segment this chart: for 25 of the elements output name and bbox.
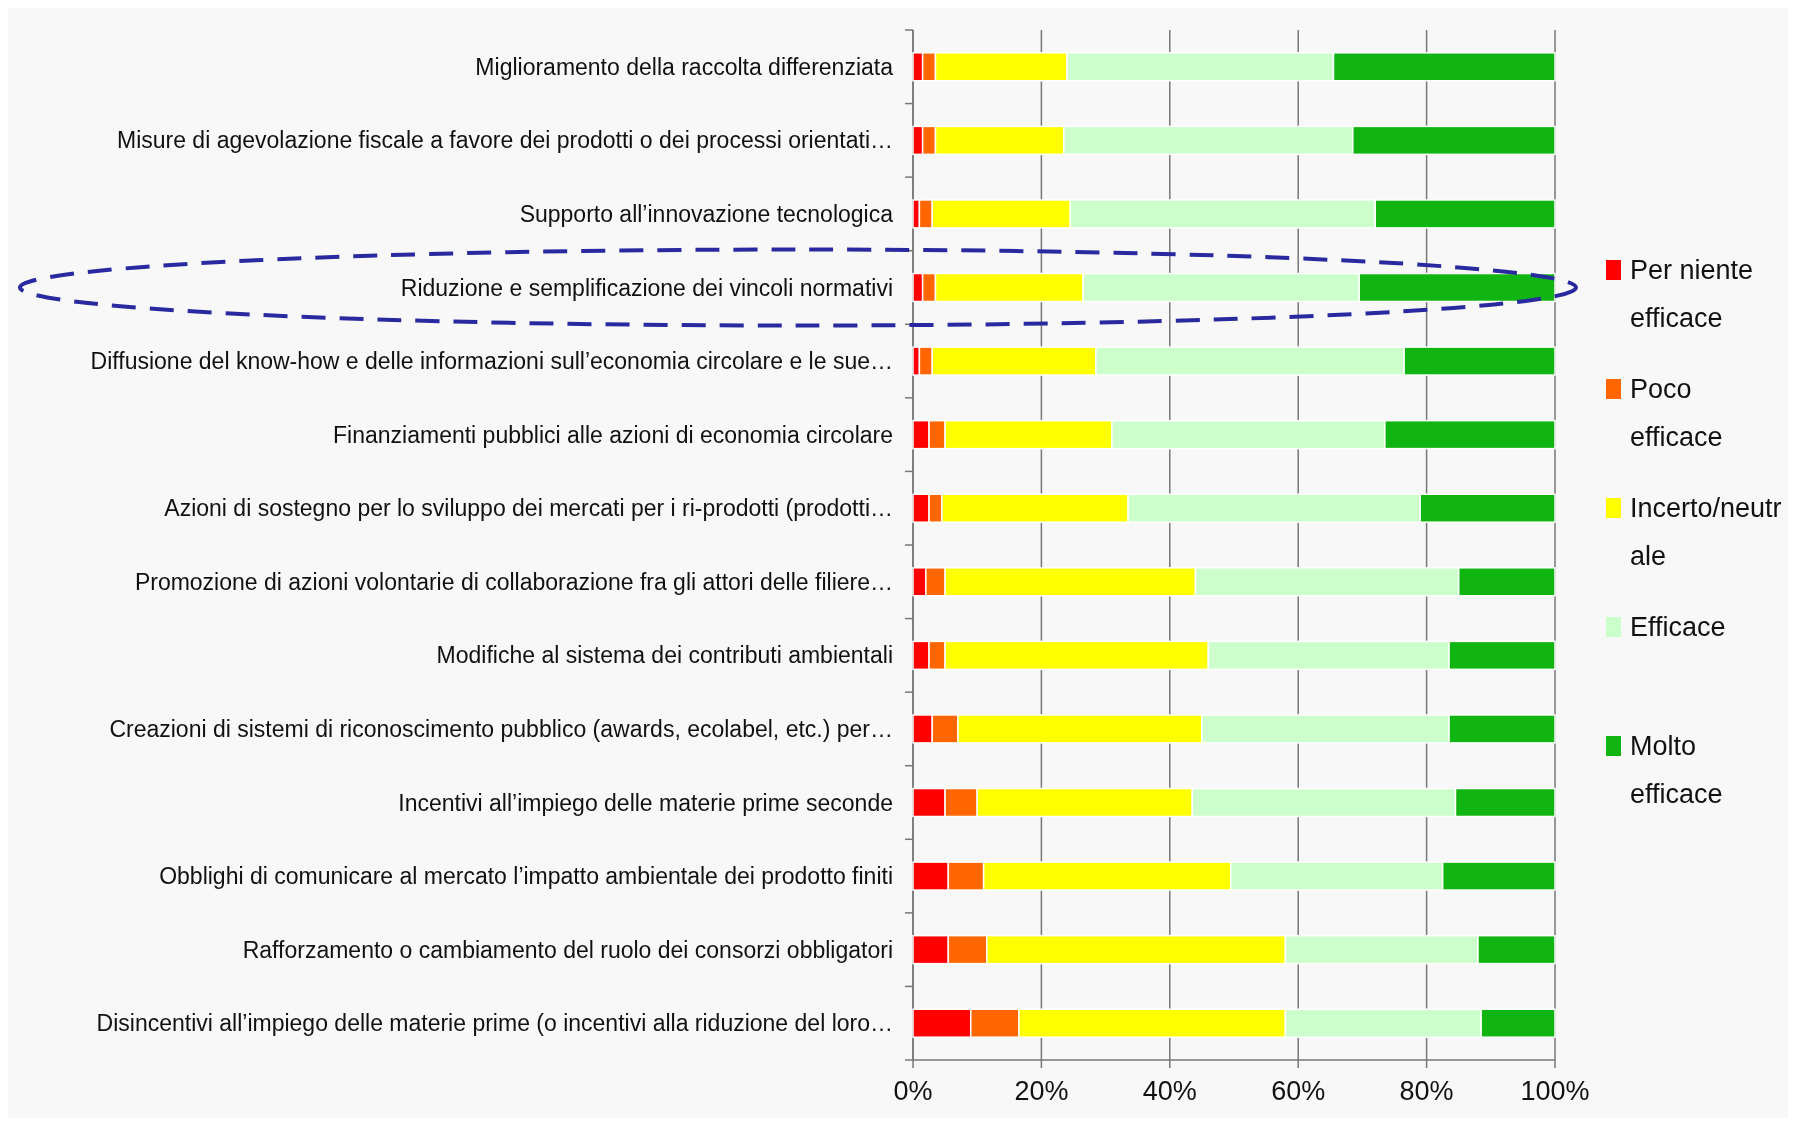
x-tick-label: 80% <box>1399 1076 1454 1106</box>
y-tick-label: Diffusione del know-how e delle informazioni sull’economia circolare e le sue… <box>90 348 893 375</box>
legend-label: Molto efficace <box>1630 731 1723 809</box>
y-tick-label: Disincentivi all’impiego delle materie prime (o incentivi alla riduzione del loro… <box>96 1010 893 1037</box>
x-tick-label: 0% <box>893 1076 933 1106</box>
y-tick-label: Rafforzamento o cambiamento del ruolo dei consorzi obbligatori <box>242 936 893 963</box>
legend-label: Incerto/neutrale <box>1630 493 1782 571</box>
x-tick-label: 100% <box>1520 1076 1590 1106</box>
y-tick-label: Promozione di azioni volontarie di collaborazione fra gli attori delle filiere… <box>134 568 893 595</box>
y-tick-label: Incentivi all’impiego delle materie prime seconde <box>398 789 893 816</box>
legend-label: Efficace <box>1630 612 1726 643</box>
x-tick-label: 40% <box>1142 1076 1197 1106</box>
legend-label: Poco efficace <box>1630 374 1723 452</box>
y-tick-label: Modifiche al sistema dei contributi ambientali <box>436 642 893 669</box>
y-tick-label: Riduzione e semplificazione dei vincoli normativi <box>400 274 893 301</box>
x-tick-label: 60% <box>1271 1076 1326 1106</box>
y-tick-label: Obblighi di comunicare al mercato l’impatto ambientale dei prodotto finiti <box>159 863 893 890</box>
x-tick-label: 20% <box>1014 1076 1069 1106</box>
y-tick-label: Misure di agevolazione fiscale a favore dei prodotti o dei processi orientati… <box>116 127 893 154</box>
y-tick-label: Supporto all’innovazione tecnologica <box>519 200 894 227</box>
y-tick-label: Azioni di sostegno per lo sviluppo dei mercati per i ri-prodotti (prodotti… <box>164 495 893 522</box>
y-tick-label: Miglioramento della raccolta differenziata <box>475 53 894 80</box>
legend-label: Per niente efficace <box>1630 255 1754 333</box>
y-tick-label: Finanziamenti pubblici alle azioni di economia circolare <box>333 421 893 448</box>
y-tick-label: Creazioni di sistemi di riconoscimento pubblico (awards, ecolabel, etc.) per… <box>109 715 893 742</box>
